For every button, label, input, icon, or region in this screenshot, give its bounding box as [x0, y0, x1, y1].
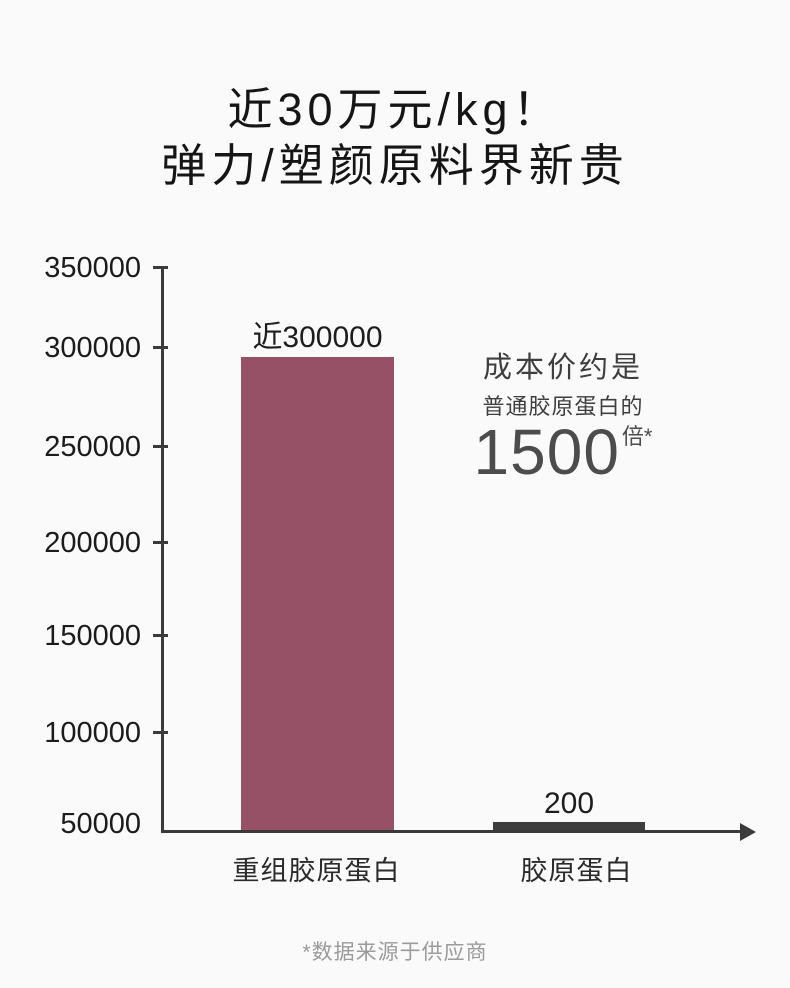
y-tick-mark: [153, 266, 168, 269]
bar-value-label: 200: [543, 787, 595, 820]
bar-recombinant-collagen: [241, 357, 394, 830]
y-tick-mark: [153, 634, 168, 637]
y-tick-label: 150000: [44, 620, 141, 652]
annotation-multiplier: 1500倍*: [430, 419, 696, 484]
y-tick-label: 300000: [44, 332, 141, 364]
footnote: *数据来源于供应商: [302, 941, 488, 964]
y-tick-label: 50000: [60, 808, 141, 840]
y-tick-label: 100000: [44, 717, 141, 749]
y-tick-mark: [153, 445, 168, 448]
page-title: 近30万元/kg！ 弹力/塑颜原料界新贵: [0, 82, 790, 194]
category-label-collagen: 胶原蛋白: [520, 856, 633, 886]
y-tick-label: 200000: [44, 527, 141, 559]
bar-value-label: 近300000: [252, 321, 383, 354]
x-axis-line: [161, 830, 742, 833]
title-line-1: 近30万元/kg！: [227, 84, 563, 135]
annotation-line-1: 成本价约是: [482, 352, 643, 384]
y-tick-mark: [153, 731, 168, 734]
y-tick-label: 350000: [44, 252, 141, 284]
y-tick-mark: [153, 541, 168, 544]
annotation-big-number: 1500: [473, 416, 620, 488]
category-label-recombinant-collagen: 重组胶原蛋白: [232, 856, 401, 886]
y-axis-line: [161, 266, 164, 833]
bar-collagen: [493, 822, 645, 830]
title-line-2: 弹力/塑颜原料界新贵: [161, 140, 629, 191]
annotation-line-2: 普通胶原蛋白的: [482, 394, 644, 419]
x-axis-arrow-icon: [740, 823, 756, 841]
y-tick-mark: [153, 346, 168, 349]
annotation-suffix: 倍*: [621, 424, 653, 449]
cost-annotation: 成本价约是 普通胶原蛋白的 1500倍*: [430, 352, 696, 484]
y-tick-label: 250000: [44, 431, 141, 463]
